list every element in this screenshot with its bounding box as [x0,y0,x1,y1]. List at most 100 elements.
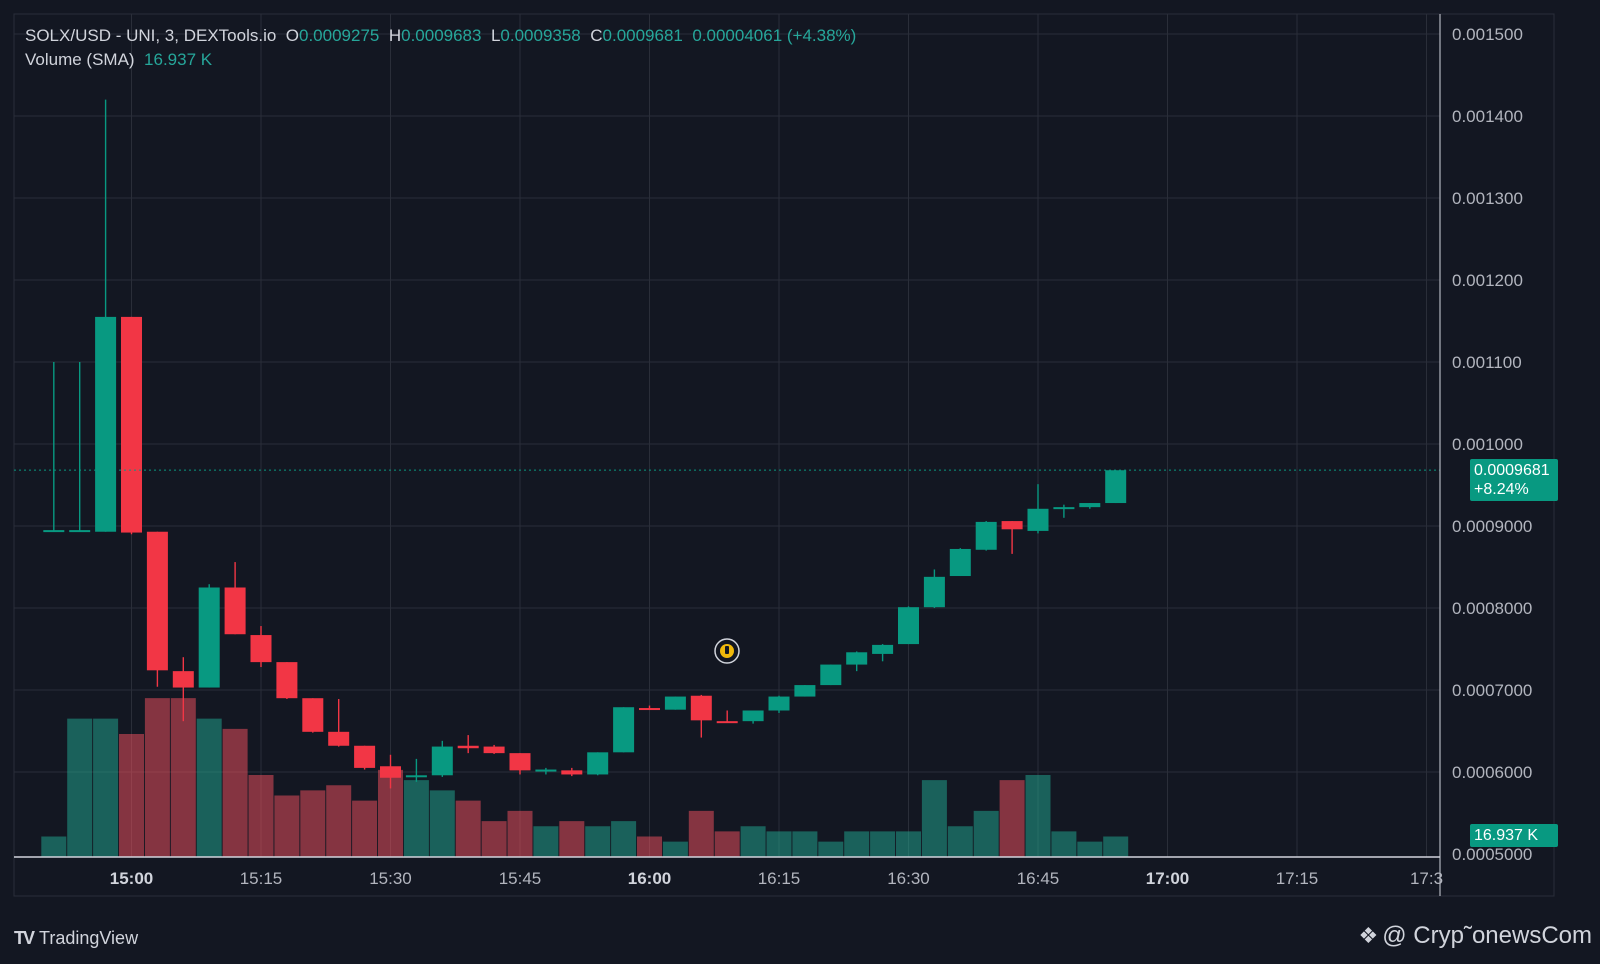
candle [1001,521,1023,554]
candle [1053,504,1075,518]
volume-bar [973,810,999,857]
candle-body [587,752,609,775]
volume-bar [429,790,455,857]
candle [354,745,376,770]
candle-body [768,696,790,711]
candle [276,662,298,700]
volume-bar [1103,836,1129,857]
candle-body [639,708,660,711]
price-tick-label: 0.0008000 [1452,599,1532,618]
volume-bar [533,826,559,857]
candle-body [1105,470,1127,504]
time-tick-label: 15:15 [240,869,283,888]
volume-bar [637,836,662,857]
volume-bar [1025,775,1051,857]
candle-body [1079,503,1101,508]
volume-bar [792,831,818,857]
candle [975,521,997,551]
candle-body [561,770,583,775]
ohlc-legend: SOLX/USD - UNI, 3, DEXTools.io O0.000927… [25,26,856,46]
candle-body [380,766,401,778]
volume-bar [144,698,170,857]
close-value: 0.0009681 [602,26,683,45]
candle-body [1027,508,1049,531]
time-tick-label: 17:15 [1276,869,1319,888]
volume-bar [222,728,248,857]
candle-body [742,710,764,722]
candle-body [95,316,117,532]
candle-body [898,607,919,645]
tradingview-text: TradingView [39,928,139,948]
candle-body [846,652,868,665]
volume-bar [119,734,144,857]
candle-body [121,316,142,533]
cryptonews-text: @ Cryp˜onewsCom [1382,922,1592,949]
candle [198,584,220,688]
candle-body [949,548,971,577]
volume-bar [300,790,326,857]
volume-bar [274,795,300,857]
candle [457,735,479,754]
volume-bar [170,698,196,857]
time-tick-label: 16:30 [887,869,930,888]
volume-tag-value: 16.937 K [1474,827,1539,844]
volume-bar [481,821,507,857]
volume-bar [559,821,585,857]
candle [328,699,350,747]
time-tick-label: 16:15 [758,869,801,888]
volume-bar [67,718,93,857]
high-label: H [388,26,402,45]
tradingview-brand[interactable]: TV TradingView [14,928,138,949]
symbol-name[interactable]: SOLX/USD - UNI, 3, DEXTools.io [25,26,277,45]
candle-body [405,775,427,778]
price-tick-label: 0.001100 [1452,353,1522,372]
volume-bar [326,785,352,857]
candle [1027,484,1049,534]
volume-bar [818,841,844,857]
candle [820,664,842,686]
candlesticks [43,99,1127,789]
candle-body [1001,521,1023,530]
price-tick-label: 0.0009000 [1452,517,1532,536]
open-label: O [285,26,299,45]
time-tick-label: 15:45 [499,869,542,888]
candle-body [146,531,168,671]
candle [561,767,583,777]
high-value: 0.0009683 [401,26,482,45]
candle-body [509,753,531,771]
candle-body [276,662,298,699]
candle [1105,470,1127,504]
time-tick-label: 17:3 [1410,869,1443,888]
volume-bar [1077,841,1103,857]
price-tick-label: 0.001400 [1452,107,1523,126]
candle-body [198,587,220,688]
time-axis[interactable]: 15:00 15:15 15:30 15:45 16:00 16:15 16:30 16:45… [110,869,1443,888]
low-label: L [490,26,501,45]
volume-bar [921,780,947,857]
candle-body [872,644,894,654]
candle [405,758,427,782]
time-tick-label: 16:00 [628,869,671,888]
candle [742,710,764,724]
time-tick-label: 16:45 [1017,869,1060,888]
price-axis[interactable]: 0.0005000 0.0006000 0.0007000 0.0008000 0.00… [1452,25,1532,864]
last-price-value: 0.0009681 [1474,462,1550,480]
chart-event-icon[interactable] [714,638,740,664]
candle [923,569,945,608]
candle-body [613,707,635,753]
candle [69,362,91,533]
candle [121,316,142,535]
candle-body [69,530,91,533]
volume-bar [196,718,222,857]
volume-label[interactable]: Volume (SMA) [25,50,135,69]
candle-body [716,721,738,724]
time-tick-label: 17:00 [1146,869,1189,888]
volume-bar [947,826,973,857]
candle [250,626,272,668]
candle [1079,503,1101,509]
volume-bars [41,698,1129,857]
price-tick-label: 0.001200 [1452,271,1523,290]
candle [664,696,686,710]
price-tick-label: 0.001500 [1452,25,1523,44]
